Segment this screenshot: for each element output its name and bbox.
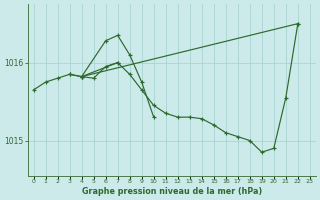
- X-axis label: Graphe pression niveau de la mer (hPa): Graphe pression niveau de la mer (hPa): [82, 187, 262, 196]
